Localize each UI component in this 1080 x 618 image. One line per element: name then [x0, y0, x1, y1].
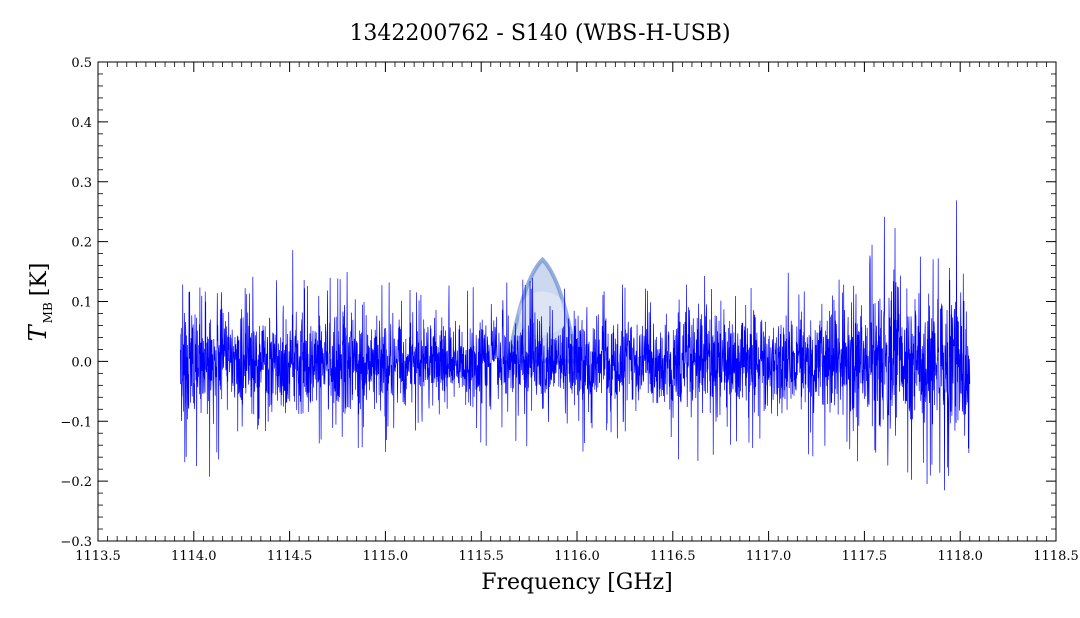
x-tick-label: 1116.5 [650, 549, 696, 564]
y-tick-label: 0.5 [71, 56, 92, 71]
x-axis-label: Frequency [GHz] [481, 570, 673, 595]
y-tick-label: 0.0 [71, 355, 92, 370]
series-layer [180, 200, 971, 491]
x-axis: 1113.5 1114.0 1114.5 1115.0 1115.5 1116.0 1116… [75, 62, 1079, 564]
y-axis-label-main: T [24, 323, 52, 341]
x-tick-label: 1117.5 [842, 549, 888, 564]
x-tick-label: 1115.5 [458, 549, 504, 564]
y-axis-label-unit: [K] [27, 263, 52, 297]
y-tick-label: −0.1 [60, 415, 92, 430]
y-axis: −0.3 −0.2 −0.1 0.0 0.1 0.2 0.3 0.4 0.5 [60, 56, 1056, 550]
x-tick-label: 1114.5 [267, 549, 313, 564]
svg-text:TMB[K]: TMB [K] [24, 263, 55, 342]
x-tick-label: 1116.0 [554, 549, 600, 564]
x-tick-label: 1115.0 [363, 549, 409, 564]
y-tick-label: 0.2 [71, 236, 92, 251]
x-tick-label: 1113.5 [75, 549, 121, 564]
y-tick-label: −0.2 [60, 475, 92, 490]
y-tick-label: 0.1 [71, 296, 92, 311]
y-tick-label: 0.4 [71, 116, 92, 131]
plot-frame [97, 61, 1057, 542]
x-tick-label: 1118.0 [937, 549, 983, 564]
y-axis-label-sub: MB [41, 302, 55, 323]
x-tick-label: 1114.0 [171, 549, 217, 564]
y-tick-label: −0.3 [60, 535, 92, 550]
watermark-highlight [518, 291, 567, 336]
y-tick-label: 0.3 [71, 176, 92, 191]
y-axis-label: TMB [K] [24, 263, 55, 342]
x-tick-label: 1118.5 [1033, 549, 1079, 564]
x-tick-label: 1117.0 [746, 549, 792, 564]
spectrum-line [180, 200, 971, 491]
chart-title: 1342200762 - S140 (WBS-H-USB) [349, 21, 730, 46]
